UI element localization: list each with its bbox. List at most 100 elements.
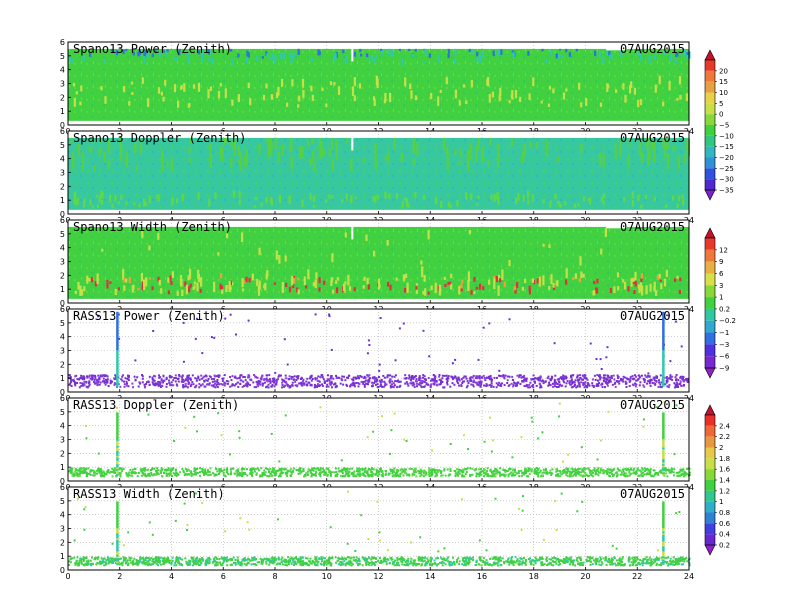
heatmap-field xyxy=(68,490,691,567)
field-streak xyxy=(459,150,463,157)
field-streak xyxy=(347,274,350,286)
column-cell xyxy=(662,369,665,372)
band-point xyxy=(141,468,144,470)
scatter-point xyxy=(378,369,381,372)
field-streak xyxy=(437,54,440,63)
field-streak xyxy=(229,280,232,285)
band-point xyxy=(491,470,494,473)
band-point xyxy=(611,383,614,386)
field-streak xyxy=(293,277,296,284)
band-point xyxy=(330,380,333,383)
band-point xyxy=(273,561,276,563)
scatter-point xyxy=(173,440,176,442)
band-point xyxy=(223,558,226,561)
field-streak xyxy=(277,86,280,96)
band-point xyxy=(431,564,433,567)
band-point xyxy=(432,374,435,377)
field-streak xyxy=(359,48,362,52)
field-streak xyxy=(500,49,503,55)
band-point xyxy=(213,473,216,476)
band-point xyxy=(439,470,442,473)
band-point xyxy=(443,559,446,561)
band-point xyxy=(147,468,150,471)
band-point xyxy=(220,468,222,470)
band-point xyxy=(296,469,299,471)
field-streak xyxy=(246,57,249,61)
band-point xyxy=(98,378,101,381)
band-point xyxy=(265,562,268,565)
scatter-point xyxy=(567,453,570,456)
band-point xyxy=(413,473,416,476)
band-point xyxy=(404,471,406,474)
band-point xyxy=(89,470,92,473)
field-streak xyxy=(220,285,224,292)
column-cell xyxy=(662,379,665,382)
band-point xyxy=(185,468,187,471)
band-point xyxy=(672,559,675,562)
column-cell xyxy=(116,333,119,336)
band-point xyxy=(364,475,367,478)
band-point xyxy=(538,471,541,474)
band-point xyxy=(126,475,129,477)
band-point xyxy=(140,470,143,473)
band-point xyxy=(215,384,218,387)
band-point xyxy=(454,475,457,478)
band-point xyxy=(423,385,425,388)
field-streak xyxy=(580,102,583,108)
band-point xyxy=(361,381,364,384)
field-streak xyxy=(282,144,285,156)
band-point xyxy=(264,557,267,560)
field-streak xyxy=(197,273,200,283)
band-point xyxy=(466,380,469,383)
band-point xyxy=(522,380,525,383)
band-point xyxy=(501,382,504,385)
scatter-point xyxy=(380,415,383,418)
band-point xyxy=(414,468,417,471)
field-streak xyxy=(167,277,170,283)
band-point xyxy=(628,474,631,477)
field-streak xyxy=(549,202,552,208)
band-point xyxy=(433,468,436,471)
column-cell xyxy=(662,326,665,329)
field-streak xyxy=(91,137,94,144)
band-point xyxy=(594,470,597,473)
field-streak xyxy=(297,289,300,295)
band-point xyxy=(426,562,429,565)
band-point xyxy=(648,382,651,385)
column-cell xyxy=(662,376,665,379)
field-streak xyxy=(143,52,146,58)
band-point xyxy=(494,475,497,478)
band-point xyxy=(317,467,320,470)
band-point xyxy=(187,468,190,471)
scatter-point xyxy=(366,352,369,355)
band-point xyxy=(420,474,423,477)
band-point xyxy=(652,382,655,385)
band-point xyxy=(677,471,680,474)
band-point xyxy=(297,557,300,560)
column-cell xyxy=(662,430,665,433)
band-point xyxy=(641,475,644,478)
scatter-point xyxy=(667,314,670,317)
band-point xyxy=(650,558,653,561)
band-point xyxy=(454,472,457,475)
band-point xyxy=(490,385,493,388)
field-streak xyxy=(353,77,356,87)
panel-date: 07AUG2015 xyxy=(620,398,685,412)
band-point xyxy=(589,563,592,566)
band-point xyxy=(206,379,209,382)
field-streak xyxy=(409,83,412,90)
band-point xyxy=(296,377,299,380)
field-streak xyxy=(622,83,625,90)
band-point xyxy=(393,375,396,378)
band-point xyxy=(593,469,596,472)
band-point xyxy=(612,374,615,377)
band-point xyxy=(586,378,589,381)
band-point xyxy=(532,378,535,380)
band-point xyxy=(281,386,284,389)
band-point xyxy=(618,382,621,385)
field-streak xyxy=(169,275,172,282)
band-point xyxy=(419,472,422,475)
field-streak xyxy=(141,230,144,239)
band-point xyxy=(207,474,210,477)
band-point xyxy=(602,379,605,382)
